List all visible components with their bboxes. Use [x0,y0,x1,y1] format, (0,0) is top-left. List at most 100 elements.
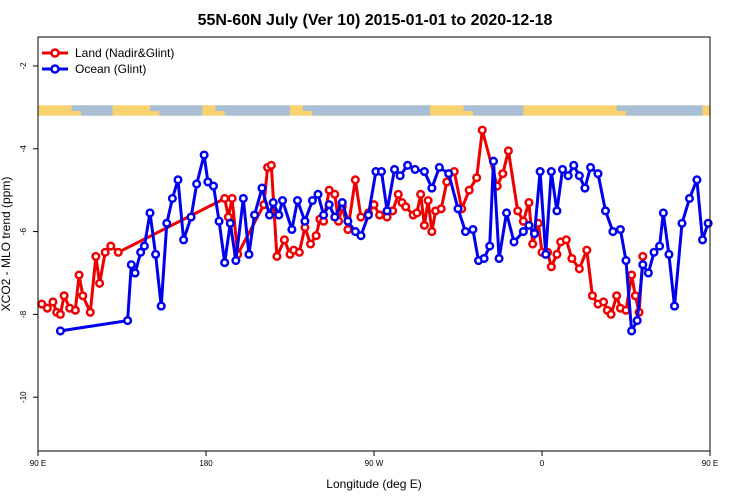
ocean-strip [71,105,113,112]
data-point [412,208,422,218]
data-point [574,171,584,181]
data-point [277,195,288,206]
data-point [305,239,316,249]
legend-marker [50,48,60,58]
data-point [186,212,196,222]
data-point [472,173,482,183]
y-tick-label: -10 [19,391,28,403]
y-axis-title: XCO2 - MLO trend (ppm) [0,177,13,312]
data-point [227,193,237,204]
data-point [552,249,562,259]
ocean-strip [80,109,113,116]
ocean-strip [159,109,203,116]
data-point [528,239,538,249]
data-point [501,208,512,218]
data-point [615,224,625,235]
data-point [494,253,504,264]
data-point [436,204,446,214]
data-point [608,227,618,237]
data-point [600,206,611,216]
data-point [669,301,680,311]
data-point [307,195,317,206]
data-point [311,231,321,241]
legend-label: Land (Nadir&Glint) [75,46,174,60]
data-point [130,268,140,278]
data-point [587,291,597,301]
data-point [156,301,166,311]
data-point [464,185,474,195]
data-point [78,291,88,301]
data-point [350,175,360,185]
data-point [264,210,275,220]
data-point [427,227,437,237]
data-point [524,198,534,208]
data-point [643,268,653,278]
data-point [74,270,84,280]
data-point [649,247,659,257]
data-point [574,264,584,274]
data-point [214,216,224,226]
data-point [697,235,708,245]
ocean-strip [312,109,430,116]
data-point [85,307,95,317]
data-point [423,195,433,206]
data-point [330,189,340,199]
data-point [585,162,596,172]
data-point [546,167,556,177]
data-point [552,206,562,216]
series-1 [55,150,713,336]
data-point [208,181,219,191]
data-point [350,227,360,237]
data-point [375,210,385,220]
data-point [356,231,366,241]
data-point [509,237,519,247]
data-point [95,278,105,288]
data-point [632,316,642,326]
data-point [498,169,508,179]
x-axis: 90 E 180 90 W 0 90 E [30,451,718,468]
y-tick-label: -6 [19,227,28,235]
data-point [225,218,235,228]
data-point [557,164,568,175]
data-point [363,210,373,220]
x-tick-label: 90 E [702,459,718,468]
data-point [382,206,392,216]
legend: Land (Nadir&Glint) Ocean (Glint) [42,46,174,76]
data-point [220,193,230,204]
data-point [503,146,513,156]
data-point [621,256,631,266]
data-point [401,202,411,212]
data-point [485,241,495,251]
data-point [606,309,616,319]
data-point [274,210,284,220]
data-point [563,171,573,181]
data-point [529,229,540,239]
data-point [231,256,241,266]
land-ocean-band [38,105,710,116]
data-point [343,224,353,235]
data-point [569,160,579,170]
data-point [479,253,489,264]
ocean-strip [303,105,430,112]
data-point [419,220,429,230]
data-point [638,260,648,270]
y-tick-label: -4 [19,145,28,153]
data-point [658,208,668,218]
data-point [389,164,400,175]
data-point [292,195,303,206]
plot-frame [37,36,711,452]
ocean-strip [215,105,290,112]
data-point [416,189,426,199]
y-tick-label: -8 [19,310,28,318]
data-point [677,218,687,228]
data-point [460,227,471,237]
data-point [546,262,556,272]
data-point [524,220,534,230]
data-point [70,305,80,315]
data-point [518,227,528,237]
data-point [567,253,577,264]
data-point [638,251,648,261]
data-point [266,160,276,170]
data-point [151,249,161,259]
data-point [356,212,366,222]
